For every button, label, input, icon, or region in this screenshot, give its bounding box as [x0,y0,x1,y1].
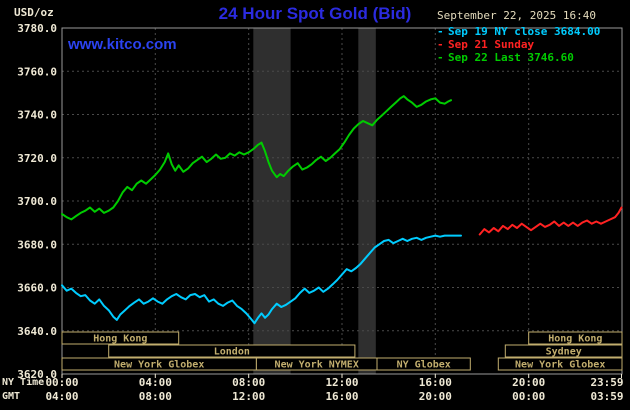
x-axis-tick-label-gmt: 12:00 [232,390,265,403]
y-axis-tick-label: 3720.0 [17,152,57,165]
legend-item: - Sep 22 Last 3746.60 [437,51,600,64]
session-box [108,344,356,358]
session-label: Sydney [546,347,582,358]
session-label: London [214,347,250,358]
x-axis-tick-label-nytime: 12:00 [325,376,358,389]
kitco-watermark-link[interactable]: www.kitco.com [68,36,177,53]
session-box [497,357,623,371]
session-box [504,344,623,358]
price-line-sep19 [61,234,462,325]
chart-legend: - Sep 19 NY close 3684.00- Sep 21 Sunday - S… [437,25,600,64]
x-axis-tick-label-gmt: 00:00 [512,390,545,403]
x-axis-tick-label-nytime: 00:00 [45,376,78,389]
session-label: New York NYMEX [275,360,359,371]
session-box [376,357,471,371]
y-axis-tick-label: 3640.0 [17,325,57,338]
legend-item: - Sep 21 Sunday [437,38,600,51]
session-label: New York Globex [515,360,605,371]
y-axis-tick-label: 3740.0 [17,109,57,122]
session-label: Hong Kong [548,334,602,345]
y-axis-tick-label: 3780.0 [17,22,57,35]
y-axis-tick-label: 3620.0 [17,368,57,381]
session-box [61,331,180,345]
x-axis-row1-label: NY Time [2,377,45,388]
x-axis-tick-label-gmt: 16:00 [325,390,358,403]
x-axis-row2-label: GMT [2,391,21,402]
x-axis-tick-label-gmt: 20:00 [419,390,452,403]
session-label: Hong Kong [93,334,147,345]
chart-datetime: September 22, 2025 16:40 [437,9,596,22]
session-label: NY Globex [397,360,451,371]
session-box [528,331,623,345]
x-axis-tick-label-gmt: 08:00 [139,390,172,403]
legend-label: Sep 22 Last 3746.60 [448,51,574,64]
x-axis-tick-label-gmt: 03:59 [590,390,623,403]
price-line-sep22 [61,95,452,221]
x-axis-tick-label-nytime: 23:59 [590,376,623,389]
x-axis-tick-label-gmt: 04:00 [45,390,78,403]
y-axis-tick-label: 3660.0 [17,282,57,295]
legend-label: Sep 21 Sunday [448,38,535,51]
legend-label: Sep 19 NY close 3684.00 [448,25,601,38]
x-axis-tick-label-nytime: 04:00 [139,376,172,389]
y-axis-tick-label: 3680.0 [17,238,57,251]
legend-dash-icon: - [437,38,444,51]
price-line-sep21 [478,206,623,236]
legend-dash-icon: - [437,25,444,38]
x-axis-tick-label-nytime: 20:00 [512,376,545,389]
x-axis-tick-label-nytime: 16:00 [419,376,452,389]
x-axis-tick-label-nytime: 08:00 [232,376,265,389]
session-label: New York Globex [114,360,204,371]
chart-title: 24 Hour Spot Gold (Bid) [218,4,412,23]
legend-item: - Sep 19 NY close 3684.00 [437,25,600,38]
legend-dash-icon: - [437,51,444,64]
y-axis-tick-label: 3700.0 [17,195,57,208]
y-axis-units-label: USD/oz [14,6,54,19]
y-axis-tick-label: 3760.0 [17,65,57,78]
